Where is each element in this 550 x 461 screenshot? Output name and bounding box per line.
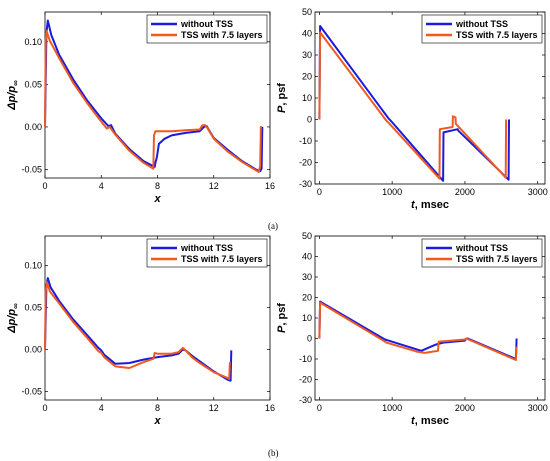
legend-label: without TSS <box>455 19 508 29</box>
x-axis-label: t, msec <box>411 415 449 427</box>
x-tick-label: 2000 <box>455 403 475 413</box>
y-tick-label: 40 <box>302 29 312 39</box>
x-tick-label: 12 <box>209 403 219 413</box>
y-tick-label: 10 <box>302 313 312 323</box>
x-tick-label: 0 <box>317 187 322 197</box>
caption-a: (a) <box>268 221 278 231</box>
y-tick-label: 20 <box>302 293 312 303</box>
y-tick-label: -0.05 <box>21 387 42 397</box>
y-tick-label: 30 <box>302 50 312 60</box>
y-tick-label: -30 <box>299 395 312 405</box>
legend-box <box>146 238 268 268</box>
y-tick-label: 0.05 <box>24 302 42 312</box>
y-axis-label-main: Δp/p <box>6 309 18 334</box>
y-tick-label: 0.10 <box>24 260 42 270</box>
x-tick-label: 3000 <box>528 187 548 197</box>
chart-a_left: 0 4 8 12 16 -0.05 0.00 0.05 0.10 x Δp/p∞ without TS… <box>6 11 275 205</box>
x-tick-label: 1000 <box>382 187 402 197</box>
legend-label: TSS with 7.5 layers <box>456 254 538 264</box>
y-axis-label-main: P <box>276 325 288 333</box>
y-tick-label: 50 <box>302 7 312 17</box>
x-tick-label: 3000 <box>528 403 548 413</box>
caption-b: (b) <box>268 448 279 458</box>
chart-b_right: 0 1000 2000 3000 -30 -20 -10 0 10 20 30 40 50 t, msec… <box>276 231 548 427</box>
y-tick-label: 0.05 <box>24 79 42 89</box>
y-axis-label: Δp/p∞ <box>6 80 20 111</box>
y-tick-label: 0.10 <box>24 37 42 47</box>
x-tick-label: 1000 <box>382 403 402 413</box>
y-axis-label-unit: , psf <box>276 303 288 326</box>
y-axis-label-sub: ∞ <box>11 80 20 86</box>
x-axis-label: x <box>153 415 161 427</box>
series-line-without-tss <box>44 277 233 382</box>
x-tick-label: 2000 <box>455 187 475 197</box>
y-tick-label: 0 <box>307 115 312 125</box>
y-tick-label: 50 <box>302 231 312 241</box>
series-line-without-tss <box>318 25 510 182</box>
legend-box <box>421 238 543 268</box>
y-tick-label: 20 <box>302 72 312 82</box>
x-axis-label-main: t <box>411 199 416 211</box>
y-axis-label-main: Δp/p <box>6 86 18 111</box>
legend-label: TSS with 7.5 layers <box>181 254 263 264</box>
y-tick-label: -30 <box>299 179 312 189</box>
y-axis-label-sub: ∞ <box>11 303 20 309</box>
legend-box <box>146 14 268 44</box>
y-tick-label: 40 <box>302 252 312 262</box>
x-tick-label: 0 <box>317 403 322 413</box>
y-axis-label: Δp/p∞ <box>6 303 20 334</box>
y-axis-label: P, psf <box>276 83 288 113</box>
y-tick-label: 0 <box>307 334 312 344</box>
legend-label: without TSS <box>180 19 233 29</box>
x-axis-label-main: x <box>153 415 161 427</box>
y-tick-label: 10 <box>302 93 312 103</box>
x-axis-label-unit: , msec <box>415 415 449 427</box>
x-axis-label-main: t <box>411 415 416 427</box>
series-line-without-tss <box>44 19 264 173</box>
series-line-tss-7-5-layers <box>44 29 262 173</box>
x-axis-label: x <box>153 193 161 205</box>
y-tick-label: -10 <box>299 136 312 146</box>
series-line-tss-7-5-layers <box>318 301 518 361</box>
y-axis-label-main: P <box>276 105 288 113</box>
series-line-tss-7-5-layers <box>44 281 231 380</box>
y-tick-label: 0.00 <box>24 122 42 132</box>
y-tick-label: 0.00 <box>24 345 42 355</box>
x-tick-label: 4 <box>99 181 104 191</box>
x-axis-label: t, msec <box>411 199 449 211</box>
x-tick-label: 16 <box>265 181 275 191</box>
legend-label: TSS with 7.5 layers <box>456 30 538 40</box>
y-tick-label: 30 <box>302 272 312 282</box>
y-axis-label: P, psf <box>276 303 288 333</box>
legend-box <box>421 14 543 44</box>
x-tick-label: 0 <box>42 403 47 413</box>
x-tick-label: 12 <box>209 181 219 191</box>
x-tick-label: 16 <box>265 403 275 413</box>
y-tick-label: -20 <box>299 375 312 385</box>
y-tick-label: -0.05 <box>21 164 42 174</box>
x-axis-label-main: x <box>153 193 161 205</box>
y-tick-label: -10 <box>299 354 312 364</box>
chart-a_right: 0 1000 2000 3000 -30 -20 -10 0 10 20 30 40 50 t, msec… <box>276 7 548 211</box>
x-tick-label: 4 <box>99 403 104 413</box>
legend-label: without TSS <box>180 243 233 253</box>
legend-label: TSS with 7.5 layers <box>181 30 263 40</box>
x-axis-label-unit: , msec <box>415 199 449 211</box>
x-tick-label: 8 <box>155 403 160 413</box>
x-tick-label: 0 <box>42 181 47 191</box>
y-tick-label: -20 <box>299 158 312 168</box>
chart-b_left: 0 4 8 12 16 -0.05 0.00 0.05 0.10 x Δp/p∞ without TS… <box>6 235 275 427</box>
x-tick-label: 8 <box>155 181 160 191</box>
y-axis-label-unit: , psf <box>276 83 288 106</box>
series-line-tss-7-5-layers <box>318 31 508 180</box>
legend-label: without TSS <box>455 243 508 253</box>
